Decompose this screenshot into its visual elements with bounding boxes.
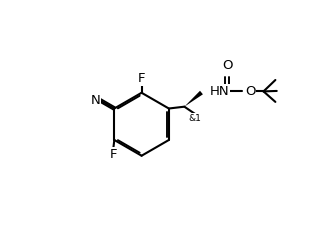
Text: O: O	[222, 59, 232, 72]
Text: O: O	[245, 85, 255, 98]
Text: F: F	[109, 148, 117, 161]
Polygon shape	[184, 91, 203, 107]
Text: N: N	[91, 94, 100, 107]
Text: &1: &1	[188, 114, 201, 123]
Text: HN: HN	[210, 85, 230, 98]
Text: F: F	[138, 72, 145, 85]
